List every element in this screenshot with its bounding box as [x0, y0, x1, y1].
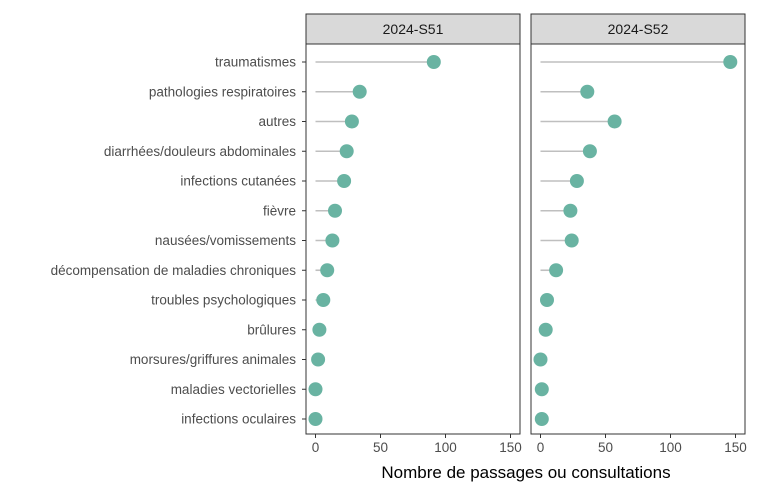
data-point — [308, 412, 323, 426]
data-point — [580, 84, 595, 99]
facet-panels: 2024-S51 0 50 100 150 2024-S52 0 50 100 150 — [305, 13, 747, 455]
panel-border — [305, 43, 521, 435]
x-tick-label: 150 — [724, 440, 747, 455]
data-point — [607, 114, 622, 129]
data-point — [534, 412, 549, 426]
category-label: infections cutanées — [180, 174, 296, 189]
category-label: nausées/vomissements — [155, 233, 296, 248]
x-tick-label: 150 — [499, 440, 522, 455]
data-point — [723, 55, 738, 69]
data-point — [339, 144, 354, 159]
data-point — [352, 84, 367, 99]
facet-strip — [305, 13, 521, 45]
category-label: morsures/griffures animales — [130, 352, 297, 367]
data-point — [328, 203, 342, 218]
data-point — [308, 382, 323, 397]
category-labels: traumatismes pathologies respiratoires aut… — [51, 55, 306, 427]
data-point — [533, 352, 548, 367]
data-point — [569, 174, 584, 188]
data-point — [426, 55, 441, 69]
x-axis-title: Nombre de passages ou consultations — [381, 463, 670, 482]
x-tick-label: 0 — [537, 440, 545, 455]
category-label: pathologies respiratoires — [149, 84, 296, 99]
category-label: diarrhées/douleurs abdominales — [104, 144, 296, 159]
facet-strip-label: 2024-S52 — [608, 21, 669, 37]
x-tick-label: 100 — [659, 440, 682, 455]
x-tick-label: 0 — [312, 440, 320, 455]
data-point — [540, 293, 554, 307]
category-label: décompensation de maladies chroniques — [51, 263, 297, 278]
data-point — [337, 174, 352, 188]
category-label: traumatismes — [215, 55, 296, 70]
facet-panel: 2024-S52 0 50 100 150 — [530, 13, 747, 455]
data-point — [582, 144, 597, 159]
data-point — [564, 233, 579, 248]
data-point — [344, 114, 359, 129]
x-tick-label: 100 — [434, 440, 457, 455]
facet-panel: 2024-S51 0 50 100 150 — [305, 13, 522, 455]
panel-border — [530, 43, 746, 435]
x-tick-label: 50 — [373, 440, 388, 455]
data-point — [311, 352, 326, 367]
data-point — [549, 263, 564, 278]
data-point — [538, 322, 553, 337]
category-label: infections oculaires — [181, 412, 296, 427]
facet-strip-label: 2024-S51 — [383, 21, 444, 37]
data-point — [312, 322, 327, 337]
category-label: maladies vectorielles — [171, 382, 297, 397]
category-label: brûlures — [247, 322, 296, 337]
data-point — [534, 382, 549, 397]
category-label: troubles psychologiques — [151, 293, 296, 308]
category-label: fièvre — [263, 203, 296, 218]
x-tick-label: 50 — [598, 440, 613, 455]
panel-background — [531, 44, 745, 434]
data-point — [320, 263, 335, 278]
category-label: autres — [258, 114, 296, 129]
data-point — [325, 233, 340, 248]
data-point — [316, 293, 331, 307]
panel-background — [306, 44, 520, 434]
data-point — [563, 203, 578, 218]
